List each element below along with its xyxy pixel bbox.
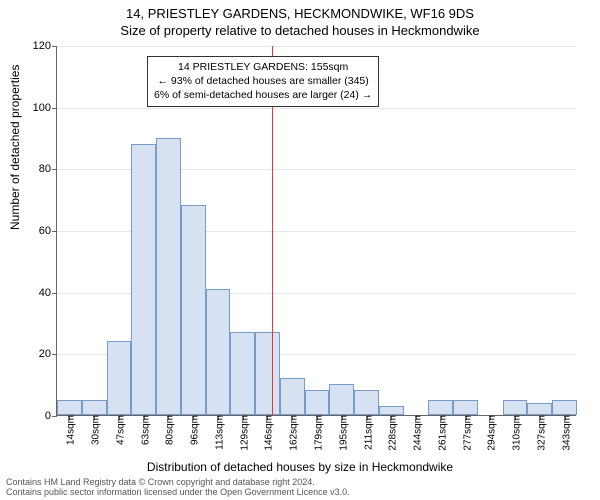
histogram-bar bbox=[255, 332, 280, 415]
x-axis-label: Distribution of detached houses by size … bbox=[0, 460, 600, 474]
ytick-label: 80 bbox=[39, 163, 57, 175]
footnote-line: Contains public sector information licen… bbox=[6, 488, 350, 498]
annotation-line: ← 93% of detached houses are smaller (34… bbox=[154, 74, 372, 88]
xtick-label: 113sqm bbox=[210, 415, 225, 450]
histogram-bar bbox=[453, 400, 478, 415]
histogram-bar bbox=[379, 406, 404, 415]
annotation-box: 14 PRIESTLEY GARDENS: 155sqm← 93% of det… bbox=[147, 56, 379, 107]
histogram-bar bbox=[527, 403, 552, 415]
xtick-label: 80sqm bbox=[161, 415, 176, 445]
xtick-label: 30sqm bbox=[87, 415, 102, 445]
xtick-label: 310sqm bbox=[508, 415, 523, 451]
xtick-label: 47sqm bbox=[111, 415, 126, 445]
gridline bbox=[57, 46, 576, 47]
footnote: Contains HM Land Registry data © Crown c… bbox=[6, 478, 350, 498]
xtick-label: 327sqm bbox=[532, 415, 547, 451]
ytick-label: 100 bbox=[33, 102, 57, 114]
histogram-bar bbox=[107, 341, 132, 415]
histogram-bar bbox=[230, 332, 255, 415]
ytick-label: 20 bbox=[39, 348, 57, 360]
xtick-label: 277sqm bbox=[458, 415, 473, 451]
histogram-bar bbox=[503, 400, 528, 415]
histogram-bar bbox=[428, 400, 453, 415]
annotation-line: 14 PRIESTLEY GARDENS: 155sqm bbox=[154, 60, 372, 74]
xtick-label: 343sqm bbox=[557, 415, 572, 451]
ytick-label: 0 bbox=[45, 410, 57, 422]
ytick-label: 40 bbox=[39, 287, 57, 299]
xtick-label: 244sqm bbox=[409, 415, 424, 451]
xtick-label: 179sqm bbox=[310, 415, 325, 451]
histogram-bar bbox=[329, 384, 354, 415]
annotation-line: 6% of semi-detached houses are larger (2… bbox=[154, 88, 372, 102]
xtick-label: 294sqm bbox=[483, 415, 498, 451]
chart-title-sub: Size of property relative to detached ho… bbox=[0, 21, 600, 38]
histogram-bar bbox=[181, 205, 206, 415]
xtick-label: 14sqm bbox=[62, 415, 77, 445]
histogram-bar bbox=[280, 378, 305, 415]
gridline bbox=[57, 108, 576, 109]
histogram-bar bbox=[552, 400, 577, 415]
histogram-bar bbox=[206, 289, 231, 415]
plot-area: 02040608010012014sqm30sqm47sqm63sqm80sqm… bbox=[56, 46, 576, 416]
ytick-label: 120 bbox=[33, 40, 57, 52]
xtick-label: 146sqm bbox=[260, 415, 275, 451]
histogram-bar bbox=[57, 400, 82, 415]
histogram-bar bbox=[354, 390, 379, 415]
histogram-bar bbox=[156, 138, 181, 416]
histogram-bar bbox=[131, 144, 156, 415]
y-axis-label: Number of detached properties bbox=[8, 65, 22, 230]
xtick-label: 228sqm bbox=[384, 415, 399, 451]
xtick-label: 96sqm bbox=[186, 415, 201, 445]
chart-title-main: 14, PRIESTLEY GARDENS, HECKMONDWIKE, WF1… bbox=[0, 0, 600, 21]
ytick-label: 60 bbox=[39, 225, 57, 237]
xtick-label: 261sqm bbox=[433, 415, 448, 451]
histogram-bar bbox=[82, 400, 107, 415]
xtick-label: 211sqm bbox=[359, 415, 374, 450]
xtick-label: 162sqm bbox=[285, 415, 300, 451]
xtick-label: 195sqm bbox=[334, 415, 349, 451]
xtick-label: 63sqm bbox=[136, 415, 151, 445]
xtick-label: 129sqm bbox=[235, 415, 250, 451]
histogram-bar bbox=[305, 390, 330, 415]
